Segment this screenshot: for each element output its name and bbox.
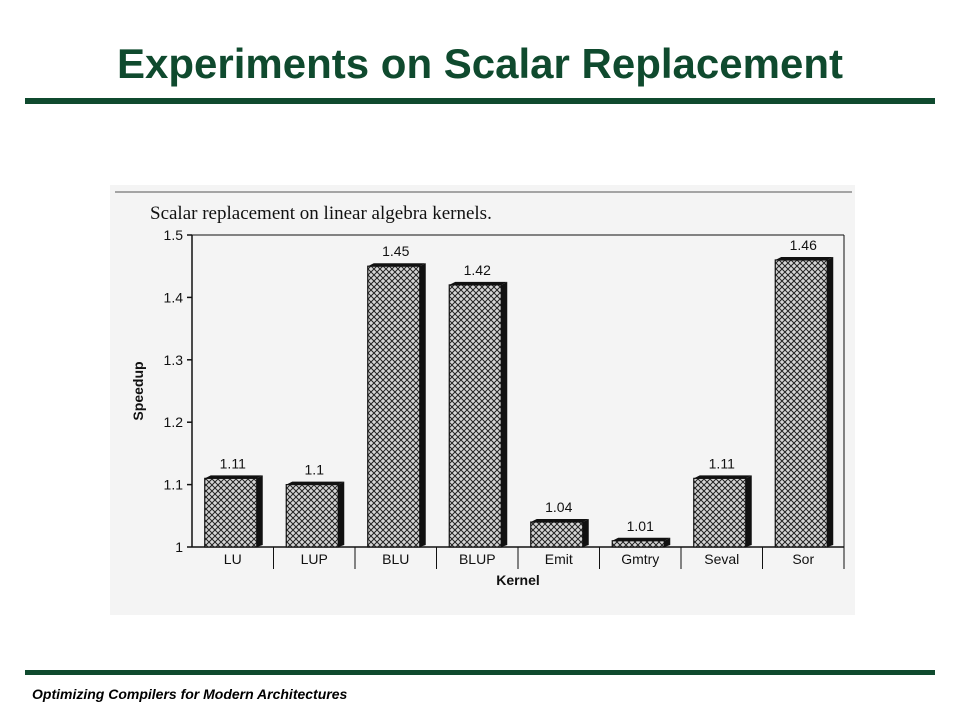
footer-text: Optimizing Compilers for Modern Architec… xyxy=(32,686,348,702)
data-label: 1.45 xyxy=(382,243,409,259)
x-tick-label: Gmtry xyxy=(621,551,659,567)
y-tick-label: 1.3 xyxy=(164,352,184,368)
data-label: 1.42 xyxy=(464,262,491,278)
bar-shadow xyxy=(419,263,426,547)
bar xyxy=(693,477,747,548)
title-divider xyxy=(25,98,935,104)
bar-shadow xyxy=(827,256,834,547)
bar-top xyxy=(693,475,752,479)
data-label: 1.01 xyxy=(627,518,654,534)
bar-shadow xyxy=(338,481,345,547)
bar xyxy=(285,484,339,548)
data-label: 1.11 xyxy=(220,455,246,471)
bar-shadow xyxy=(256,475,263,547)
y-tick-label: 1.2 xyxy=(164,414,184,430)
data-label: 1.1 xyxy=(305,462,325,478)
x-tick-label: BLU xyxy=(382,551,409,567)
x-tick-label: LU xyxy=(224,551,242,567)
footer-divider xyxy=(25,670,935,675)
slide-title: Experiments on Scalar Replacement xyxy=(117,40,843,87)
bar xyxy=(367,265,421,548)
bar-top xyxy=(612,537,671,541)
plot-area: 1 1.1 1.2 1.3 1.4 1.5 Speedup 1.11 LU 1.1 LUP 1.45 B… xyxy=(130,227,845,588)
bar xyxy=(530,521,584,548)
bar xyxy=(774,259,828,548)
chart-title: Scalar replacement on linear algebra ker… xyxy=(150,203,492,224)
y-tick-label: 1.1 xyxy=(164,477,184,493)
bar-shadow xyxy=(501,281,508,547)
speedup-bar-chart: Scalar replacement on linear algebra ker… xyxy=(115,191,852,588)
data-label: 1.11 xyxy=(709,455,735,471)
y-tick-label: 1.5 xyxy=(164,227,184,243)
bar-shadow xyxy=(582,519,589,547)
bar-shadow xyxy=(664,537,671,547)
x-tick-label: Sor xyxy=(792,551,814,567)
x-tick-label: BLUP xyxy=(459,551,496,567)
bar-top xyxy=(204,475,263,479)
bar-shadow xyxy=(745,475,752,547)
bar-top xyxy=(367,263,426,267)
x-tick-label: Seval xyxy=(704,551,739,567)
bar xyxy=(448,284,502,548)
bar-top xyxy=(775,256,834,260)
bar xyxy=(204,477,258,548)
bar-top xyxy=(286,481,345,485)
y-axis-label: Speedup xyxy=(130,361,146,420)
data-label: 1.04 xyxy=(545,499,572,515)
y-tick-label: 1 xyxy=(175,539,183,555)
x-tick-label: LUP xyxy=(301,551,328,567)
data-label: 1.46 xyxy=(790,237,817,253)
y-tick-label: 1.4 xyxy=(164,289,184,305)
bar-top xyxy=(530,519,589,523)
bar xyxy=(611,540,665,548)
x-tick-label: Emit xyxy=(545,551,573,567)
bar-top xyxy=(449,281,508,285)
x-axis-label: Kernel xyxy=(496,572,540,588)
